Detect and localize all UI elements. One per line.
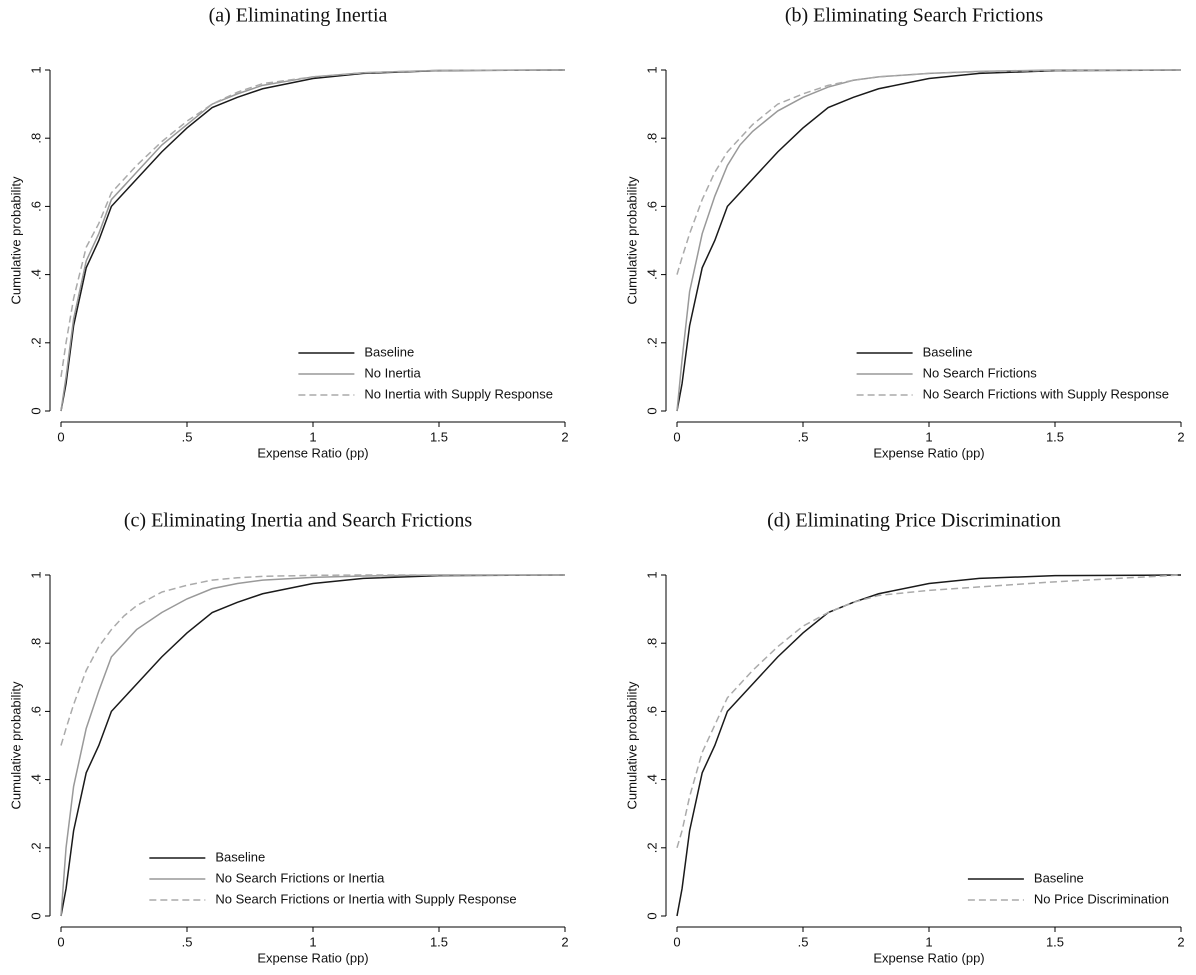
y-tick-label: .2 [644,842,659,853]
legend-label: Baseline [923,344,973,359]
series-line [676,574,1182,849]
legend-label: No Search Frictions or Inertia with Supp… [215,891,516,906]
series-line [676,69,1181,412]
x-tick-label: 0 [57,429,64,444]
legend-label: Baseline [215,849,265,864]
legend-label: Baseline [1034,870,1084,885]
panel-title: (d) Eliminating Price Discrimination [767,510,1061,532]
x-tick-label: 1.5 [430,934,448,949]
y-tick-label: .4 [28,269,43,280]
y-axis-label: Cumulative probability [8,681,23,809]
x-tick-label: 2 [561,934,568,949]
y-tick-label: .6 [644,706,659,717]
x-tick-label: 1.5 [1046,934,1064,949]
legend-label: No Search Frictions or Inertia [215,870,385,885]
x-tick-label: 1 [309,934,316,949]
y-tick-label: 0 [28,912,43,919]
panel-title: (c) Eliminating Inertia and Search Frict… [124,510,472,532]
x-tick-label: 0 [673,934,680,949]
series-line [60,574,565,917]
panel: (c) Eliminating Inertia and Search Frict… [8,510,568,966]
y-axis-label: Cumulative probability [8,176,23,304]
legend-label: No Inertia with Supply Response [364,386,553,401]
x-tick-label: 0 [673,429,680,444]
panel: (d) Eliminating Price Discrimination 0 .2.… [624,510,1184,966]
x-tick-label: .5 [798,934,809,949]
series-line [676,69,1182,412]
series-line [60,69,566,378]
y-tick-label: .2 [28,842,43,853]
y-tick-label: .2 [644,337,659,348]
y-tick-label: .8 [28,133,43,144]
y-tick-label: .4 [644,269,659,280]
x-tick-label: 0 [57,934,64,949]
legend-label: No Search Frictions [923,365,1038,380]
series-line [60,69,566,412]
panel: (b) Eliminating Search Frictions 0 .2 .4 .6.… [624,5,1184,461]
legend: Baseline No Search Frictions No Search Fri… [856,344,1169,401]
x-tick-label: .5 [182,934,193,949]
y-tick-label: 0 [644,912,659,919]
y-tick-label: .6 [644,201,659,212]
y-tick-label: .4 [644,774,659,785]
x-tick-label: 1.5 [1046,429,1064,444]
x-axis-label: Expense Ratio (pp) [257,445,368,460]
legend: Baseline No Search Frictions or Inertia No… [149,849,517,906]
x-tick-label: 2 [1177,429,1184,444]
y-tick-label: 0 [28,407,43,414]
y-tick-label: .2 [28,337,43,348]
x-tick-label: 1.5 [430,429,448,444]
y-tick-label: .8 [644,133,659,144]
y-axis-label: Cumulative probability [624,681,639,809]
series-line [676,574,1182,917]
x-tick-label: 2 [561,429,568,444]
x-tick-label: 1 [309,429,316,444]
x-tick-label: .5 [182,429,193,444]
x-tick-label: 1 [925,429,932,444]
panel: (a) Eliminating Inertia 0 .2 .4 .6 .8 1 0 .5 1 1.5… [8,5,568,461]
x-axis-label: Expense Ratio (pp) [257,950,368,965]
x-axis-label: Expense Ratio (pp) [873,445,984,460]
series-line [60,69,566,412]
y-tick-label: .4 [28,774,43,785]
x-tick-label: 2 [1177,934,1184,949]
x-tick-label: 1 [925,934,932,949]
y-tick-label: .8 [28,638,43,649]
y-tick-label: 0 [644,407,659,414]
legend-label: No Price Discrimination [1034,891,1169,906]
x-axis-label: Expense Ratio (pp) [873,950,984,965]
series-line [60,574,565,746]
panel-title: (b) Eliminating Search Frictions [785,5,1043,27]
y-tick-label: 1 [28,571,43,578]
y-axis-label: Cumulative probability [624,176,639,304]
y-tick-label: 1 [644,571,659,578]
legend-label: No Inertia [364,365,421,380]
y-tick-label: 1 [644,66,659,73]
y-tick-label: 1 [28,66,43,73]
series-line [676,69,1182,275]
x-tick-label: .5 [798,429,809,444]
series-line [60,574,566,917]
legend: Baseline No Price Discrimination [967,870,1169,906]
y-tick-label: .6 [28,201,43,212]
panel-title: (a) Eliminating Inertia [209,5,388,27]
y-tick-label: .6 [28,706,43,717]
legend-label: No Search Frictions with Supply Response [923,386,1169,401]
legend: Baseline No Inertia No Inertia with Supply… [298,344,553,401]
legend-label: Baseline [364,344,414,359]
y-tick-label: .8 [644,638,659,649]
